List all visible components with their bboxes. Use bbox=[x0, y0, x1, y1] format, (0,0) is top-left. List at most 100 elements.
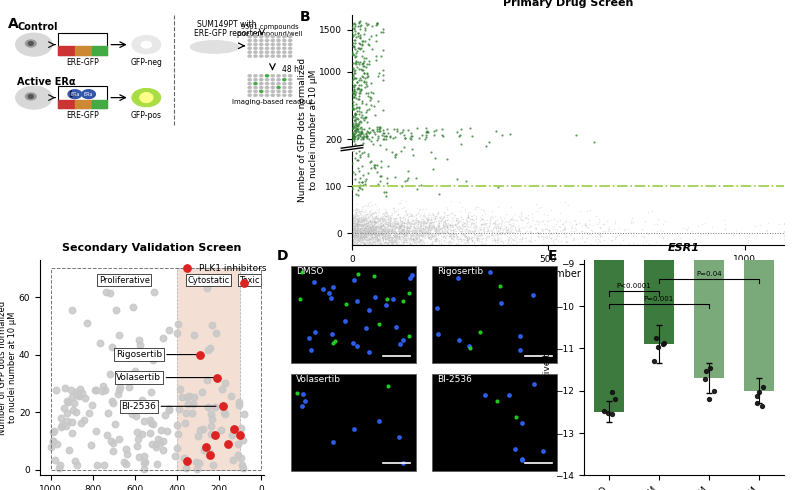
Point bbox=[538, 241, 551, 249]
Point bbox=[384, 215, 397, 223]
Point bbox=[394, 219, 407, 226]
Point bbox=[358, 245, 370, 253]
Point bbox=[414, 241, 427, 249]
Point bbox=[420, 233, 433, 241]
Point bbox=[414, 237, 426, 245]
Point bbox=[558, 222, 570, 230]
Point bbox=[346, 159, 358, 167]
Point bbox=[778, 235, 790, 243]
Point bbox=[384, 215, 397, 222]
Point bbox=[347, 206, 360, 214]
Point bbox=[378, 227, 390, 235]
Point bbox=[563, 218, 576, 226]
Point bbox=[481, 227, 494, 235]
Point bbox=[479, 142, 492, 149]
Point bbox=[550, 227, 562, 235]
Point bbox=[376, 225, 389, 233]
Point bbox=[371, 241, 384, 249]
Point bbox=[346, 237, 359, 245]
Point bbox=[379, 132, 392, 140]
Point bbox=[350, 228, 362, 236]
Point bbox=[593, 230, 606, 238]
Point bbox=[503, 224, 516, 232]
Point bbox=[346, 50, 358, 58]
Point bbox=[557, 220, 570, 228]
Point bbox=[470, 222, 482, 230]
Point bbox=[494, 224, 506, 232]
Point bbox=[403, 237, 416, 245]
Point bbox=[349, 235, 362, 243]
Point bbox=[371, 19, 384, 27]
Point bbox=[445, 226, 458, 234]
Point bbox=[454, 224, 466, 232]
Point bbox=[361, 226, 374, 234]
Point bbox=[370, 214, 383, 222]
Text: BI-2536: BI-2536 bbox=[438, 375, 473, 384]
Point bbox=[579, 235, 592, 243]
Point bbox=[410, 221, 423, 229]
Point bbox=[346, 221, 358, 229]
Point bbox=[446, 214, 458, 222]
Point bbox=[358, 83, 371, 91]
Point bbox=[395, 214, 408, 221]
Point bbox=[353, 235, 366, 243]
Point bbox=[534, 232, 547, 240]
Point bbox=[347, 222, 360, 230]
Point bbox=[347, 216, 360, 223]
Point bbox=[388, 238, 401, 246]
Point bbox=[377, 235, 390, 243]
Point bbox=[453, 132, 466, 140]
Point bbox=[550, 226, 563, 234]
Point bbox=[365, 218, 378, 226]
Text: GFP-neg: GFP-neg bbox=[130, 58, 162, 68]
Point bbox=[362, 218, 375, 226]
Point bbox=[398, 230, 410, 238]
Point bbox=[372, 223, 385, 231]
Point bbox=[386, 234, 398, 242]
Point bbox=[349, 247, 362, 255]
Point bbox=[366, 234, 378, 242]
Point bbox=[347, 64, 360, 72]
Point bbox=[567, 227, 580, 235]
Point bbox=[402, 237, 415, 245]
Point bbox=[369, 229, 382, 237]
Point bbox=[414, 221, 427, 229]
Point bbox=[350, 60, 362, 68]
Point bbox=[382, 233, 394, 241]
Point bbox=[348, 87, 361, 95]
Point bbox=[104, 437, 117, 445]
Point bbox=[496, 228, 509, 236]
Point bbox=[686, 227, 698, 235]
Point bbox=[369, 223, 382, 231]
Point bbox=[390, 220, 403, 228]
Point bbox=[414, 237, 426, 245]
Point bbox=[430, 232, 442, 240]
Point bbox=[394, 222, 407, 230]
Point bbox=[346, 232, 359, 240]
Point bbox=[362, 135, 375, 143]
Point bbox=[374, 222, 386, 230]
Circle shape bbox=[265, 82, 269, 85]
Point bbox=[452, 235, 465, 243]
Point bbox=[594, 224, 606, 232]
Point bbox=[428, 213, 441, 221]
Point bbox=[386, 295, 399, 303]
Point bbox=[470, 232, 482, 240]
Point bbox=[357, 59, 370, 67]
Point bbox=[578, 246, 591, 254]
Point bbox=[426, 225, 439, 233]
Point bbox=[379, 224, 392, 232]
Circle shape bbox=[277, 78, 281, 81]
Point bbox=[434, 245, 446, 252]
Point bbox=[502, 237, 514, 245]
Point bbox=[444, 237, 457, 245]
Point bbox=[545, 206, 558, 214]
Point bbox=[409, 235, 422, 243]
Point bbox=[369, 223, 382, 231]
Point bbox=[369, 164, 382, 172]
Point bbox=[385, 226, 398, 234]
Point bbox=[365, 222, 378, 230]
Point bbox=[349, 171, 362, 178]
Point bbox=[353, 183, 366, 191]
Point bbox=[62, 398, 74, 406]
